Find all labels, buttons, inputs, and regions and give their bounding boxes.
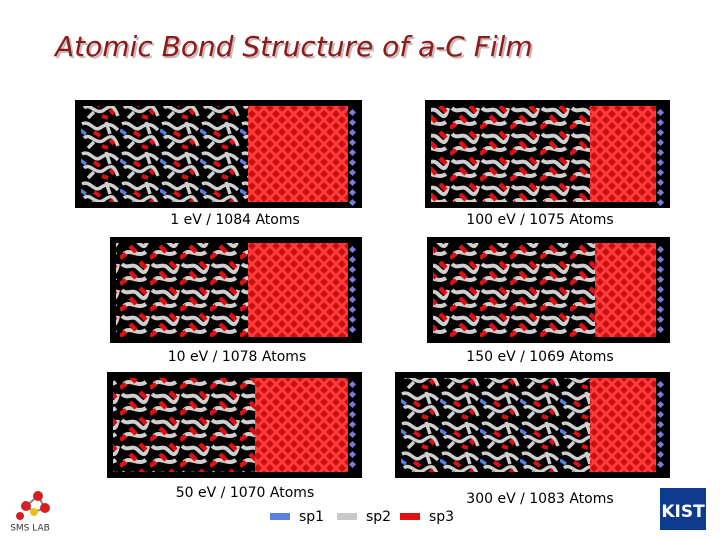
panel-caption: 300 eV / 1083 Atoms bbox=[466, 491, 613, 507]
structure-panel bbox=[107, 372, 362, 478]
surface-atom bbox=[348, 128, 357, 137]
surface-atom bbox=[656, 295, 665, 304]
surface-atom bbox=[348, 410, 357, 419]
panel-caption: 50 eV / 1070 Atoms bbox=[176, 485, 314, 501]
surface-atom bbox=[656, 255, 665, 264]
surface-atom bbox=[656, 450, 665, 459]
panel-caption: 150 eV / 1069 Atoms bbox=[466, 349, 613, 365]
surface-atom bbox=[656, 158, 665, 167]
crystal-region bbox=[248, 243, 348, 337]
legend-swatch bbox=[337, 513, 357, 520]
structure-panel bbox=[425, 100, 670, 208]
kist-logo-text: KIST bbox=[661, 502, 705, 522]
sms-logo: SMS LAB bbox=[10, 491, 50, 534]
surface-atom bbox=[656, 128, 665, 137]
surface-atom bbox=[348, 390, 357, 399]
surface-atom bbox=[348, 380, 357, 389]
legend-swatch bbox=[270, 513, 290, 520]
surface-atom bbox=[656, 168, 665, 177]
surface-atom bbox=[656, 325, 665, 334]
surface-atom bbox=[656, 108, 665, 117]
panel-caption: 10 eV / 1078 Atoms bbox=[168, 349, 306, 365]
surface-atom bbox=[656, 148, 665, 157]
surface-atom bbox=[348, 188, 357, 197]
surface-atom bbox=[348, 440, 357, 449]
panel-caption: 100 eV / 1075 Atoms bbox=[466, 212, 613, 228]
surface-atom bbox=[348, 265, 357, 274]
surface-atom bbox=[348, 295, 357, 304]
surface-atom bbox=[656, 440, 665, 449]
legend-label: sp3 bbox=[429, 509, 454, 525]
legend-label: sp2 bbox=[366, 509, 391, 525]
surface-atom bbox=[656, 285, 665, 294]
title-shadow: Atomic Bond Structure of a-C Film bbox=[55, 32, 535, 65]
crystal-region bbox=[590, 378, 656, 472]
surface-atom bbox=[656, 420, 665, 429]
crystal-region bbox=[255, 378, 348, 472]
surface-atom bbox=[656, 188, 665, 197]
surface-atom bbox=[348, 460, 357, 469]
surface-atom bbox=[348, 108, 357, 117]
structure-panel bbox=[110, 237, 362, 343]
surface-atom bbox=[348, 315, 357, 324]
surface-atom bbox=[348, 148, 357, 157]
surface-atom bbox=[656, 430, 665, 439]
structure-panel bbox=[75, 100, 362, 208]
surface-atom bbox=[348, 275, 357, 284]
amorphous-region bbox=[401, 378, 590, 472]
surface-atom bbox=[348, 400, 357, 409]
sms-logo-text: SMS LAB bbox=[10, 524, 50, 534]
surface-atom bbox=[656, 380, 665, 389]
surface-atom bbox=[348, 325, 357, 334]
surface-atom bbox=[656, 410, 665, 419]
title: Atomic Bond Structure of a-C Film bbox=[53, 30, 533, 63]
crystal-region bbox=[590, 106, 656, 202]
amorphous-region bbox=[431, 106, 590, 202]
surface-atom bbox=[348, 305, 357, 314]
legend-label: sp1 bbox=[299, 509, 324, 525]
surface-atom bbox=[656, 198, 665, 207]
structure-panel bbox=[395, 372, 670, 478]
surface-atom bbox=[348, 198, 357, 207]
surface-atom bbox=[656, 138, 665, 147]
surface-atom bbox=[656, 305, 665, 314]
amorphous-region bbox=[433, 243, 595, 337]
surface-atom bbox=[348, 178, 357, 187]
surface-atom bbox=[348, 420, 357, 429]
surface-atom bbox=[656, 245, 665, 254]
surface-atom bbox=[656, 275, 665, 284]
surface-atom bbox=[348, 255, 357, 264]
surface-atom bbox=[348, 430, 357, 439]
crystal-region bbox=[595, 243, 656, 337]
surface-atom bbox=[656, 390, 665, 399]
surface-atom bbox=[656, 265, 665, 274]
surface-atom bbox=[348, 138, 357, 147]
kist-logo: KIST bbox=[660, 488, 706, 530]
panel-caption: 1 eV / 1084 Atoms bbox=[170, 212, 300, 228]
surface-atom bbox=[656, 315, 665, 324]
surface-atom bbox=[348, 245, 357, 254]
surface-atom bbox=[656, 400, 665, 409]
legend-swatch bbox=[400, 513, 420, 520]
surface-atom bbox=[656, 178, 665, 187]
surface-atom bbox=[656, 118, 665, 127]
structure-panel bbox=[427, 237, 670, 343]
amorphous-region bbox=[113, 378, 255, 472]
crystal-region bbox=[248, 106, 348, 202]
surface-atom bbox=[656, 460, 665, 469]
amorphous-region bbox=[81, 106, 248, 202]
surface-atom bbox=[348, 285, 357, 294]
surface-atom bbox=[348, 118, 357, 127]
surface-atom bbox=[348, 168, 357, 177]
surface-atom bbox=[348, 450, 357, 459]
surface-atom bbox=[348, 158, 357, 167]
amorphous-region bbox=[116, 243, 248, 337]
